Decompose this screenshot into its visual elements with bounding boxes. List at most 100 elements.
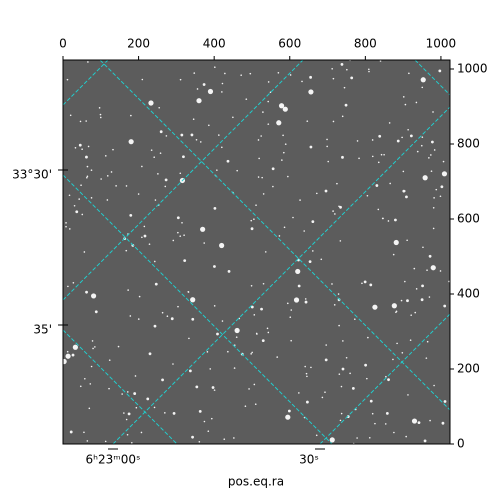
star: [125, 185, 128, 187]
star: [141, 236, 143, 239]
stars: [63, 60, 450, 444]
star: [428, 157, 430, 159]
star: [89, 383, 92, 385]
star: [79, 120, 82, 123]
star: [345, 356, 348, 359]
x-tick-label: 400: [203, 37, 226, 51]
star: [342, 340, 344, 342]
star: [339, 240, 342, 242]
star: [435, 188, 438, 191]
star: [235, 336, 238, 338]
star: [177, 231, 179, 234]
star: [125, 418, 128, 421]
star: [172, 411, 176, 415]
star: [224, 72, 226, 75]
star: [87, 61, 89, 63]
star: [287, 175, 289, 178]
star: [407, 394, 409, 396]
star: [336, 182, 338, 185]
star: [219, 242, 225, 249]
star: [104, 155, 107, 157]
star: [208, 124, 210, 127]
star: [250, 305, 254, 309]
star: [393, 431, 395, 434]
star: [233, 437, 235, 439]
star: [87, 145, 90, 148]
star: [405, 435, 407, 438]
world-grid: [63, 60, 450, 444]
star: [69, 228, 71, 230]
star: [369, 399, 373, 403]
star: [310, 366, 312, 369]
star: [166, 315, 169, 317]
star: [137, 318, 140, 320]
star: [250, 219, 253, 222]
star: [420, 144, 423, 147]
star: [338, 324, 340, 327]
star: [66, 350, 69, 353]
star: [196, 98, 202, 104]
star: [244, 405, 247, 408]
star: [292, 216, 294, 219]
star: [141, 78, 144, 81]
star: [183, 234, 185, 236]
star: [309, 75, 313, 79]
star: [354, 318, 356, 320]
star: [81, 148, 83, 151]
star: [91, 340, 94, 342]
star: [203, 420, 206, 423]
star: [311, 250, 314, 252]
star: [133, 392, 137, 395]
star: [188, 337, 190, 340]
star: [182, 155, 185, 159]
star: [402, 96, 405, 98]
star: [190, 297, 196, 303]
star: [392, 358, 394, 361]
star: [289, 74, 292, 76]
star: [65, 225, 67, 228]
star: [193, 72, 196, 74]
star: [267, 81, 270, 83]
star: [200, 226, 206, 232]
star: [164, 185, 167, 188]
star: [148, 352, 152, 356]
star: [127, 412, 131, 416]
star: [213, 206, 217, 210]
star: [207, 88, 214, 95]
star: [421, 136, 424, 138]
star: [83, 251, 86, 253]
star: [99, 113, 102, 116]
star: [99, 116, 102, 119]
star: [227, 350, 229, 353]
star: [324, 189, 328, 193]
star: [290, 339, 292, 342]
star: [426, 269, 428, 271]
star: [430, 140, 434, 144]
star: [161, 311, 164, 314]
star: [249, 72, 252, 75]
star: [374, 422, 376, 425]
star: [233, 344, 236, 346]
star: [393, 239, 399, 246]
star: [253, 218, 255, 220]
star: [441, 171, 448, 177]
star: [351, 386, 355, 390]
star: [422, 246, 424, 249]
star: [234, 327, 240, 334]
star: [69, 430, 73, 434]
star: [277, 72, 280, 74]
star: [331, 67, 333, 70]
star: [260, 307, 263, 311]
star: [311, 220, 315, 224]
star: [420, 298, 424, 302]
star: [240, 74, 242, 76]
star: [282, 134, 284, 137]
star: [191, 317, 195, 321]
star: [402, 170, 405, 173]
star: [422, 175, 428, 181]
star: [227, 269, 231, 273]
star: [346, 68, 348, 71]
star: [329, 437, 335, 443]
star: [108, 387, 110, 390]
star: [74, 146, 77, 149]
